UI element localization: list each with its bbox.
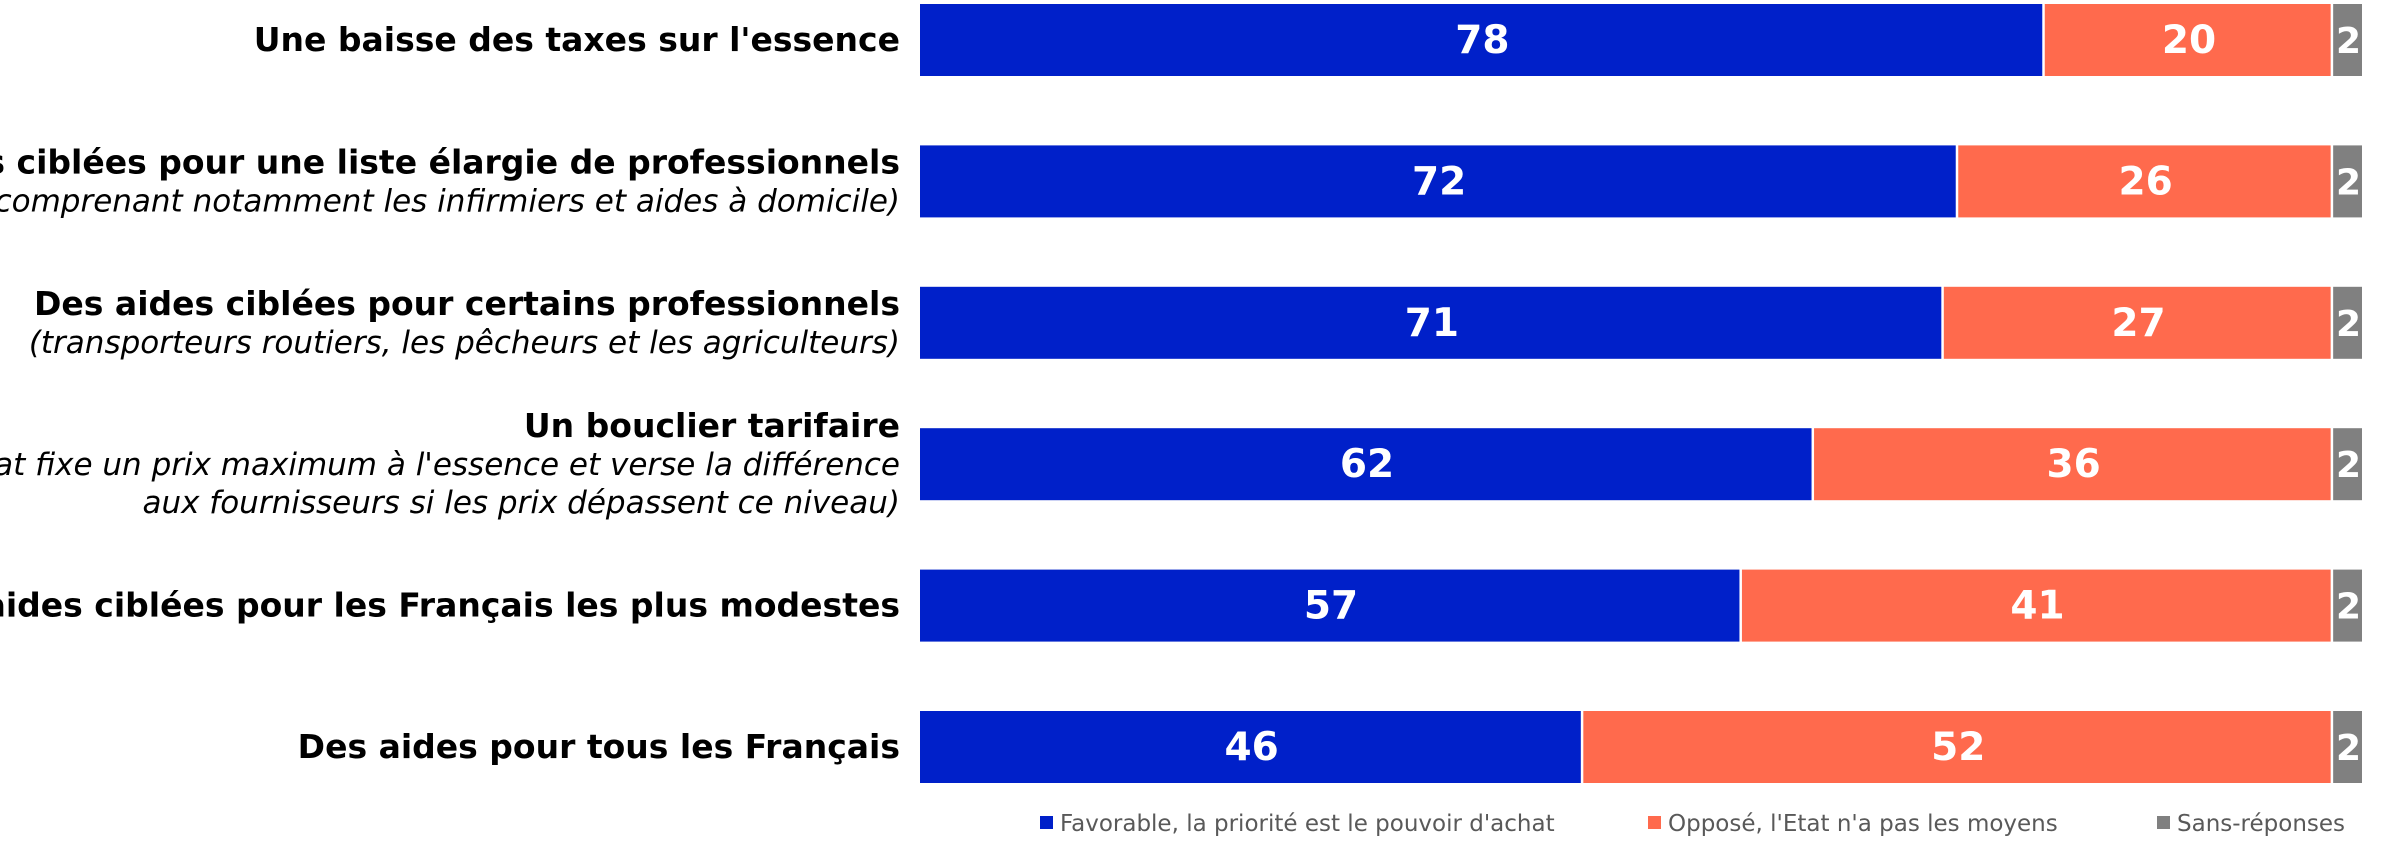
category-sublabel: aux fournisseurs si les prix dépassent c… bbox=[142, 485, 900, 521]
bar-row: Des aides ciblées pour certains professi… bbox=[29, 284, 2362, 361]
category-label: Un bouclier tarifaire bbox=[524, 406, 900, 445]
bar-segment bbox=[2333, 569, 2362, 642]
legend-item: Sans-réponses bbox=[2157, 811, 2345, 837]
bar-segment bbox=[920, 711, 1581, 783]
category-label: Des aides pour tous les Français bbox=[298, 727, 900, 766]
category-sublabel: (transporteurs routiers, les pêcheurs et… bbox=[29, 325, 900, 361]
legend-swatch bbox=[1040, 816, 1053, 829]
bar-row: Une baisse des taxes sur l'essence 78 20 2 bbox=[254, 4, 2362, 76]
bar-segment bbox=[920, 286, 1942, 359]
bar-segment bbox=[920, 4, 2043, 76]
legend-label: Opposé, l'Etat n'a pas les moyens bbox=[1668, 811, 2058, 837]
category-sublabel: (l'État fixe un prix maximum à l'essence… bbox=[0, 447, 900, 483]
bar-row: Des aides ciblées pour les Français les … bbox=[0, 569, 2362, 642]
category-label: Des aides ciblées pour une liste élargie… bbox=[0, 142, 900, 181]
data-label: 2 bbox=[2336, 162, 2361, 203]
data-label: 2 bbox=[2336, 445, 2361, 486]
bar-segment bbox=[1958, 145, 2331, 218]
legend-item: Favorable, la priorité est le pouvoir d'… bbox=[1040, 811, 1555, 837]
data-label: 71 bbox=[1405, 301, 1459, 346]
data-label: 57 bbox=[1304, 584, 1358, 629]
data-label: 72 bbox=[1412, 159, 1466, 204]
data-label: 2 bbox=[2336, 304, 2361, 345]
bar-segment bbox=[2333, 711, 2362, 783]
data-label: 78 bbox=[1455, 18, 1509, 63]
data-label: 62 bbox=[1340, 442, 1394, 487]
bar-segment bbox=[2044, 4, 2331, 76]
bar-segment bbox=[2333, 428, 2362, 501]
bar-row: Des aides pour tous les Français 46 52 2 bbox=[298, 711, 2362, 783]
category-sublabel: (comprenant notamment les infirmiers et … bbox=[0, 183, 900, 219]
bar-row: Des aides ciblées pour une liste élargie… bbox=[0, 142, 2362, 219]
legend-swatch bbox=[1648, 816, 1661, 829]
bar-segment bbox=[920, 569, 1740, 642]
data-label: 2 bbox=[2336, 587, 2361, 628]
bar-segment bbox=[1814, 428, 2331, 501]
bar-row: Un bouclier tarifaire(l'État fixe un pri… bbox=[0, 406, 2362, 521]
bar-segment bbox=[2333, 4, 2362, 76]
bar-segment bbox=[2333, 145, 2362, 218]
legend: Favorable, la priorité est le pouvoir d'… bbox=[1040, 811, 2345, 837]
legend-item: Opposé, l'Etat n'a pas les moyens bbox=[1648, 811, 2058, 837]
bar-segment bbox=[1583, 711, 2331, 783]
bar-segment bbox=[920, 145, 1956, 218]
category-label: Une baisse des taxes sur l'essence bbox=[254, 20, 900, 59]
bar-segment bbox=[1741, 569, 2331, 642]
bar-segment bbox=[920, 428, 1812, 501]
data-label: 41 bbox=[2010, 584, 2064, 629]
legend-swatch bbox=[2157, 816, 2170, 829]
data-label: 27 bbox=[2111, 301, 2165, 346]
data-label: 26 bbox=[2119, 159, 2173, 204]
bar-segment bbox=[2333, 286, 2362, 359]
legend-label: Sans-réponses bbox=[2177, 811, 2345, 837]
data-label: 52 bbox=[1931, 725, 1985, 770]
data-label: 36 bbox=[2046, 442, 2100, 487]
data-label: 20 bbox=[2162, 18, 2216, 63]
data-label: 46 bbox=[1225, 725, 1279, 770]
category-label: Des aides ciblées pour certains professi… bbox=[34, 284, 900, 323]
data-label: 2 bbox=[2336, 728, 2361, 769]
category-label: Des aides ciblées pour les Français les … bbox=[0, 586, 900, 625]
bar-segment bbox=[1943, 286, 2331, 359]
legend-label: Favorable, la priorité est le pouvoir d'… bbox=[1060, 811, 1555, 837]
data-label: 2 bbox=[2336, 21, 2361, 62]
